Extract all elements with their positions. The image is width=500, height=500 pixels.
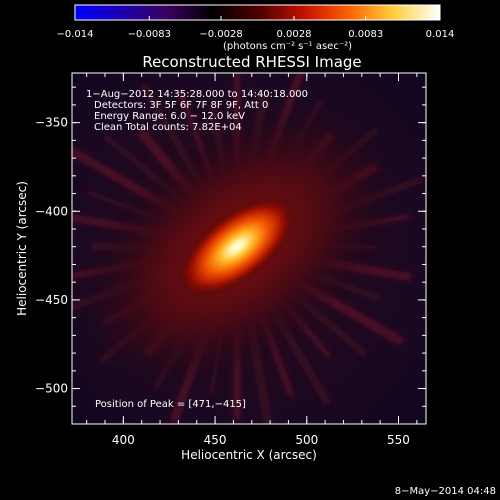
colorbar-tick-label: −0.0028 <box>199 29 242 40</box>
colorbar: −0.014 −0.0083 −0.0028 0.0028 0.0083 0.014 (p… <box>56 4 454 52</box>
info-annotations: 1−Aug−2012 14:35:28.000 to 14:40:18.000D… <box>86 89 308 133</box>
colorbar-ticks: −0.014 −0.0083 −0.0028 0.0028 0.0083 0.014 <box>56 16 454 40</box>
x-tick-label: 500 <box>295 433 318 447</box>
y-tick-label: −400 <box>35 204 68 218</box>
colorbar-tick-label: −0.0083 <box>128 29 171 40</box>
x-tick-label: 400 <box>112 433 135 447</box>
y-tick-label: −500 <box>35 382 68 396</box>
y-tick-label: −350 <box>35 116 68 130</box>
y-tick-label: −450 <box>35 293 68 307</box>
x-axis-label: Heliocentric X (arcsec) <box>181 448 317 462</box>
plot-area <box>72 73 426 424</box>
y-axis-label: Heliocentric Y (arcsec) <box>15 181 29 316</box>
flare-source <box>177 195 297 299</box>
colorbar-tick-label: 0.0028 <box>277 29 312 40</box>
x-axis-ticks: 400 450 500 550 <box>86 73 418 447</box>
annotation-line: 1−Aug−2012 14:35:28.000 to 14:40:18.000 <box>86 89 308 100</box>
y-axis-ticks: −350 −400 −450 −500 <box>35 86 426 407</box>
plot-frame <box>71 72 427 425</box>
chart-title: Reconstructed RHESSI Image <box>142 53 361 71</box>
annotation-line: Energy Range: 6.0 − 12.0 keV <box>94 111 245 122</box>
colorbar-strip <box>74 4 441 21</box>
colorbar-tick-label: −0.014 <box>56 29 93 40</box>
colorbar-tick-label: 0.0083 <box>348 29 383 40</box>
colorbar-tick-label: 0.014 <box>426 29 455 40</box>
x-tick-label: 450 <box>204 433 227 447</box>
colorbar-label: (photons cm⁻² s⁻¹ asec⁻²) <box>223 41 352 52</box>
peak-position-label: Position of Peak = [471,−415] <box>95 399 246 410</box>
footer-timestamp: 8−May−2014 04:48 <box>395 486 496 497</box>
annotation-line: Detectors: 3F 5F 6F 7F 8F 9F, Att 0 <box>94 100 268 111</box>
annotation-line: Clean Total counts: 7.82E+04 <box>94 122 242 133</box>
x-tick-label: 550 <box>387 433 410 447</box>
